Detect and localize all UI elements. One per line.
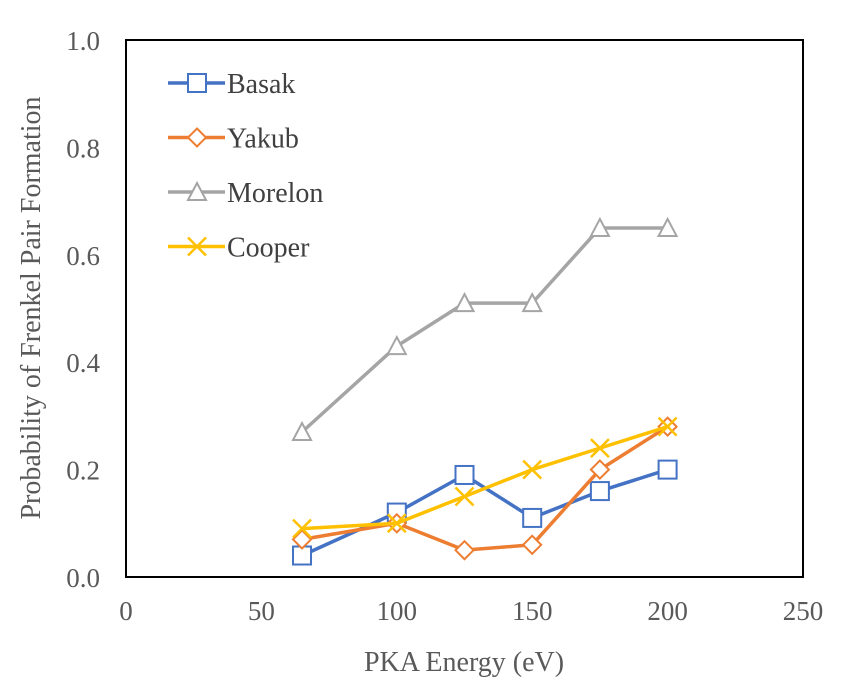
legend-marker-basak [187, 73, 207, 93]
series-line-cooper [300, 424, 670, 531]
x-tick-label: 200 [647, 596, 688, 626]
data-point-cooper [657, 416, 678, 437]
y-tick-label: 0.6 [66, 241, 100, 271]
legend-item-cooper: Cooper [168, 233, 310, 264]
marker-stroke [657, 416, 678, 437]
data-point-morelon [589, 216, 611, 237]
data-point-morelon [291, 420, 313, 442]
y-tick-label: 0.0 [66, 563, 100, 593]
x-tick-label: 50 [248, 596, 275, 626]
legend-marker-cooper [187, 236, 207, 257]
marker-stroke [386, 513, 407, 534]
marker-stroke [187, 236, 207, 257]
legend-item-morelon: Morelon [168, 178, 323, 209]
data-point-morelon [656, 216, 679, 237]
data-point-basak [589, 481, 610, 502]
legend-label-basak: Basak [227, 69, 295, 100]
data-point-basak [454, 464, 475, 485]
series-line-yakub [300, 424, 670, 552]
legend: Basak Yakub Morelon Cooper [168, 69, 323, 264]
x-tick-label: 0 [119, 596, 133, 626]
x-axis-ticks: 0 50 100 150 200 250 [119, 596, 823, 626]
legend-item-basak: Basak [168, 69, 295, 100]
data-point-cooper [292, 518, 312, 539]
series-layer [291, 216, 679, 566]
legend-marker-yakub [186, 127, 208, 148]
data-point-cooper [590, 438, 610, 459]
y-tick-label: 0.2 [66, 456, 100, 486]
marker-stroke [522, 459, 543, 480]
x-tick-label: 150 [512, 596, 553, 626]
x-tick-label: 100 [377, 596, 418, 626]
legend-label-yakub: Yakub [227, 124, 299, 155]
legend-marker-morelon [186, 180, 208, 201]
y-axis-title: Probability of Frenkel Pair Formation [16, 96, 47, 519]
x-tick-label: 250 [783, 596, 824, 626]
data-point-morelon [386, 334, 408, 356]
y-tick-label: 0.8 [66, 133, 100, 163]
data-point-morelon [453, 291, 476, 313]
data-point-yakub [454, 539, 475, 561]
x-axis-title: PKA Energy (eV) [364, 647, 564, 678]
legend-label-cooper: Cooper [227, 233, 310, 264]
data-point-morelon [521, 291, 543, 313]
y-tick-label: 1.0 [66, 26, 100, 56]
data-point-cooper [386, 513, 407, 534]
data-point-cooper [522, 459, 543, 480]
data-point-basak [522, 507, 543, 528]
series-line-morelon [300, 226, 670, 434]
data-point-yakub [521, 534, 543, 556]
marker-stroke [454, 486, 475, 507]
series-line-basak [300, 467, 670, 558]
marker-stroke [590, 438, 610, 459]
legend-label-morelon: Morelon [227, 178, 323, 209]
marker-stroke [292, 518, 312, 539]
data-point-yakub [589, 459, 611, 481]
legend-item-yakub: Yakub [168, 124, 299, 155]
data-point-basak [657, 459, 678, 480]
y-tick-label: 0.4 [66, 348, 100, 378]
y-axis-ticks: 0.0 0.2 0.4 0.6 0.8 1.0 [66, 26, 100, 593]
series-morelon [291, 216, 679, 442]
series-cooper [292, 416, 678, 539]
data-point-cooper [454, 486, 475, 507]
